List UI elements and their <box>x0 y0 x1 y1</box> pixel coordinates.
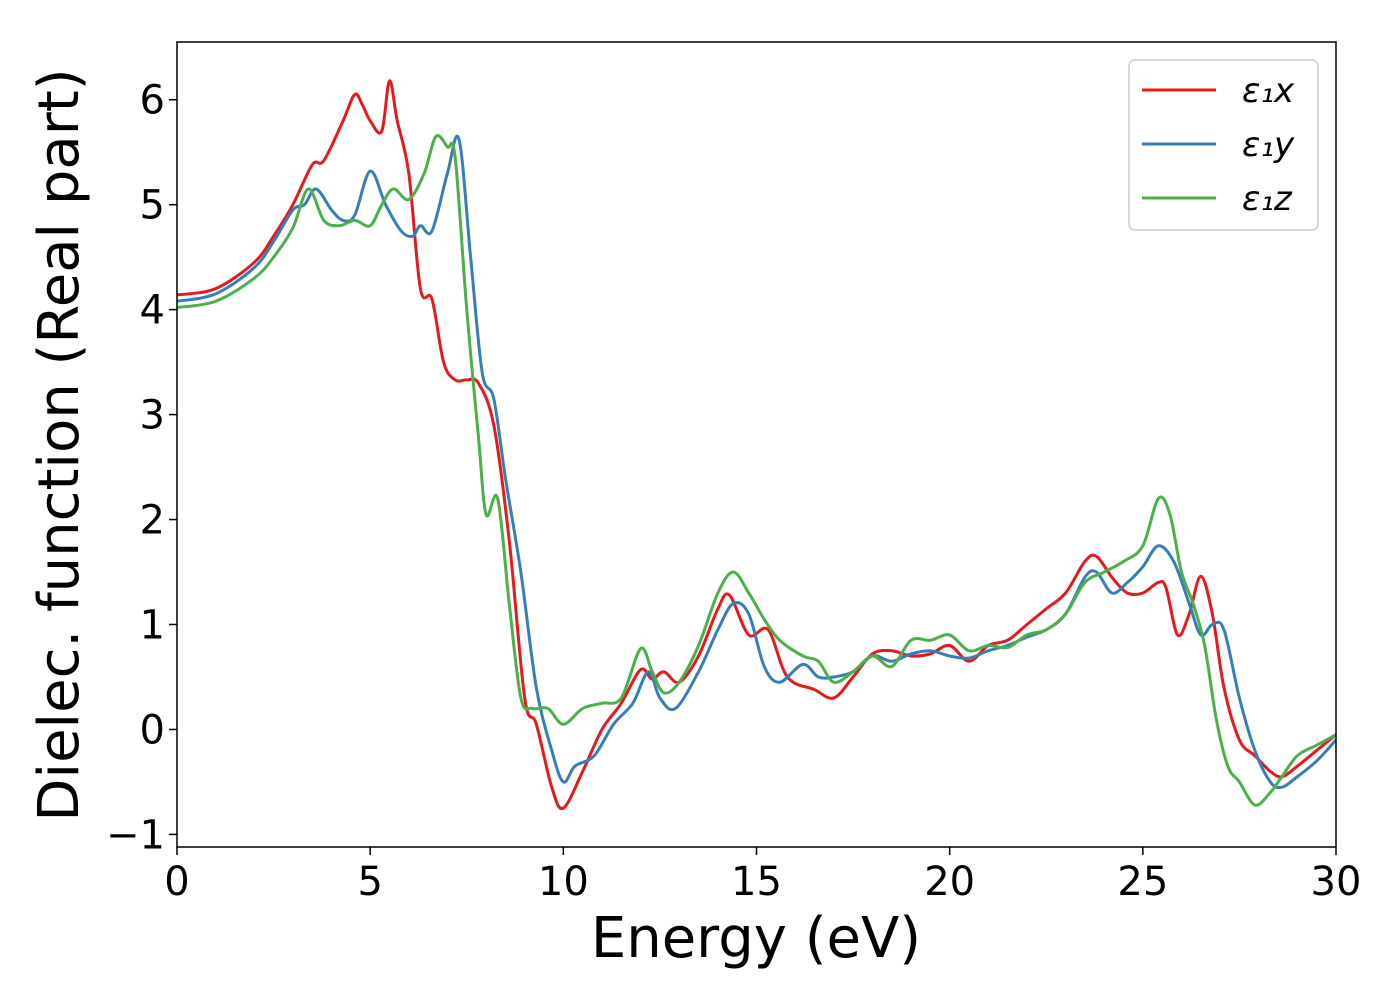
x-tick-label: 0 <box>164 859 189 905</box>
y-tick-label: 4 <box>140 288 165 334</box>
legend-label-e1x: ε₁x <box>1242 71 1295 111</box>
x-axis-ticks: 0 5 10 15 20 25 30 <box>164 847 1361 905</box>
series-line-e1z <box>176 134 1337 807</box>
y-tick-label: 3 <box>140 393 165 439</box>
series-line-e1x <box>176 79 1337 811</box>
y-tick-label: 2 <box>140 498 165 544</box>
y-tick-label: 1 <box>140 602 165 648</box>
x-tick-label: 10 <box>538 859 589 905</box>
x-tick-label: 25 <box>1117 859 1168 905</box>
legend-box <box>1128 59 1319 231</box>
x-tick-label: 15 <box>731 859 782 905</box>
x-tick-label: 5 <box>357 859 382 905</box>
y-tick-label: 0 <box>140 707 165 753</box>
x-tick-label: 20 <box>924 859 975 905</box>
x-tick-label: 30 <box>1311 859 1362 905</box>
legend: ε₁x ε₁y ε₁z <box>1128 59 1319 231</box>
series-layer <box>176 79 1338 811</box>
x-axis-title: Energy (eV) <box>591 906 921 971</box>
y-tick-label: 5 <box>140 183 165 229</box>
legend-label-e1z: ε₁z <box>1242 179 1293 219</box>
legend-label-e1y: ε₁y <box>1242 125 1295 165</box>
y-tick-label: 6 <box>140 78 165 124</box>
y-axis-title: Dielec. function (Real part) <box>27 68 92 821</box>
y-tick-label: −1 <box>106 812 165 858</box>
series-line-e1y <box>176 134 1338 790</box>
y-axis-ticks: −1 0 1 2 3 4 5 6 <box>106 78 177 858</box>
